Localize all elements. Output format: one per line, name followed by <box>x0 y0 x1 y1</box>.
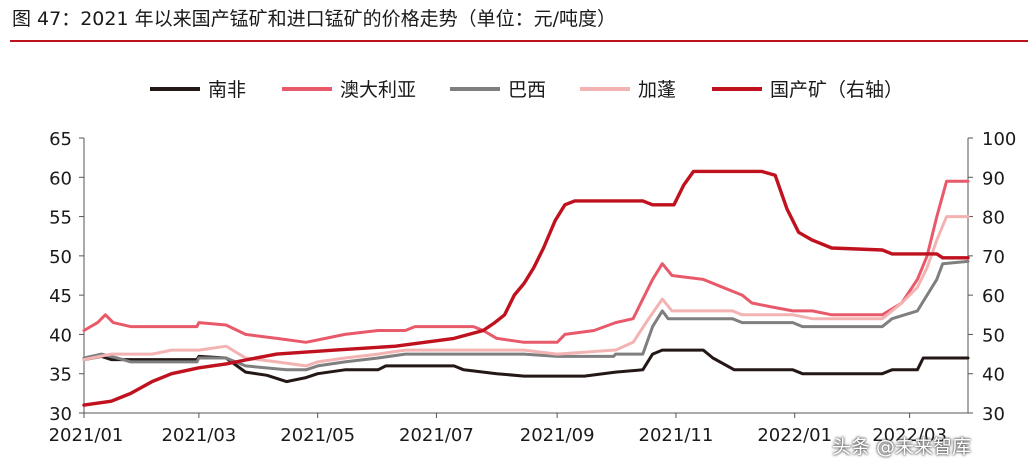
x-tick-label: 2021/07 <box>399 425 474 446</box>
x-tick-label: 2021/03 <box>161 425 236 446</box>
legend-label-1: 澳大利亚 <box>340 79 416 101</box>
y-left-tick-label: 45 <box>49 286 72 307</box>
legend-label-2: 巴西 <box>508 79 546 101</box>
y-left-tick-label: 30 <box>49 404 72 425</box>
y-left-tick-label: 50 <box>49 247 72 268</box>
y-right-tick-label: 100 <box>982 129 1016 150</box>
y-left-tick-label: 40 <box>49 325 72 346</box>
chart-title: 图 47：2021 年以来国产锰矿和进口锰矿的价格走势（单位：元/吨度） <box>12 8 617 30</box>
y-right-tick-label: 50 <box>982 325 1005 346</box>
x-tick-label: 2021/11 <box>639 425 714 446</box>
x-tick-label: 2021/01 <box>49 425 124 446</box>
y-right-tick-label: 30 <box>982 404 1005 425</box>
x-tick-label: 2021/05 <box>280 425 355 446</box>
y-right-tick-label: 90 <box>982 168 1005 189</box>
y-right-tick-label: 40 <box>982 365 1005 386</box>
x-tick-label: 2022/01 <box>757 425 832 446</box>
y-left-tick-label: 35 <box>49 365 72 386</box>
series-line-1 <box>82 179 970 344</box>
chart-legend: 南非 澳大利亚 巴西 加蓬 国产矿（右轴） <box>150 79 903 101</box>
x-tick-label: 2022/03 <box>872 425 947 446</box>
y-left-tick-label: 60 <box>49 168 72 189</box>
chart-series <box>82 169 970 407</box>
series-line-4 <box>82 169 970 407</box>
legend-label-3: 加蓬 <box>638 79 676 101</box>
series-line-2 <box>82 259 970 372</box>
legend-label-4: 国产矿（右轴） <box>770 79 903 101</box>
y-right-tick-label: 80 <box>982 208 1005 229</box>
y-left-tick-label: 65 <box>49 129 72 150</box>
chart-axes: 30 35 40 45 50 55 60 65 30 40 50 60 70 80 90 100 2021/01… <box>49 129 1017 446</box>
watermark: 头条 @未来智库 <box>832 436 972 458</box>
y-right-tick-label: 60 <box>982 286 1005 307</box>
y-right-tick-label: 70 <box>982 247 1005 268</box>
y-left-tick-label: 55 <box>49 208 72 229</box>
title-divider <box>10 40 1028 42</box>
series-line-3 <box>82 215 970 368</box>
x-tick-label: 2021/09 <box>520 425 595 446</box>
legend-label-0: 南非 <box>208 79 246 101</box>
